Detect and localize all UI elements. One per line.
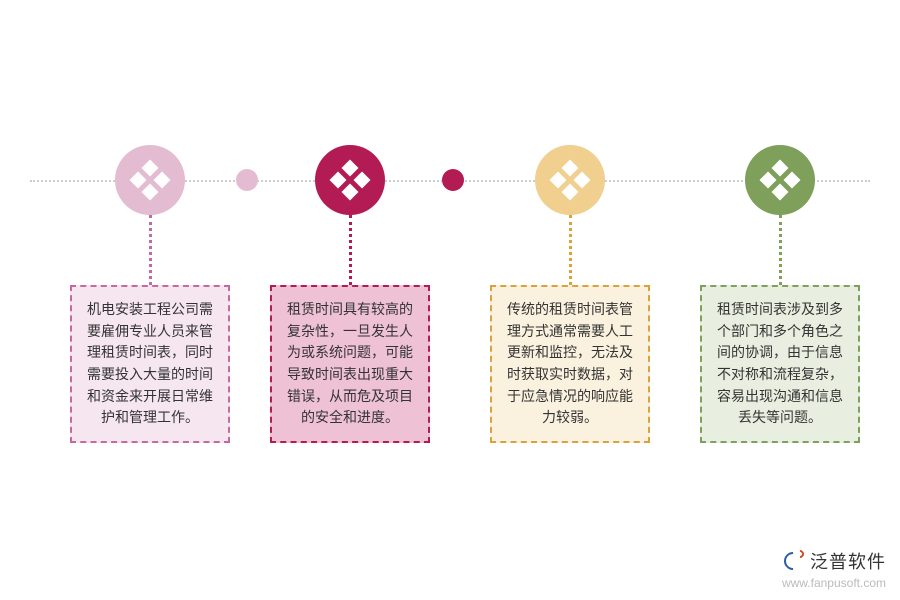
- accent-dot: [236, 169, 258, 191]
- description-box: 传统的租赁时间表管理方式通常需要人工更新和监控，无法及时获取实时数据，对于应急情…: [490, 285, 650, 443]
- connector-line: [779, 215, 782, 285]
- diamond-icon: [552, 162, 588, 198]
- brand-name: 泛普软件: [810, 548, 886, 574]
- diamond-icon: [132, 162, 168, 198]
- description-box: 机电安装工程公司需要雇佣专业人员来管理租赁时间表，同时需要投入大量的时间和资金来…: [70, 285, 230, 443]
- footer-brand-row: 泛普软件: [782, 548, 886, 574]
- footer: 泛普软件 www.fanpusoft.com: [782, 548, 886, 590]
- diamond-icon: [332, 162, 368, 198]
- brand-logo-icon: [782, 550, 804, 572]
- connector-line: [349, 215, 352, 285]
- node-circle: [315, 145, 385, 215]
- node-circle: [535, 145, 605, 215]
- connector-line: [149, 215, 152, 285]
- node-circle: [115, 145, 185, 215]
- accent-dot: [442, 169, 464, 191]
- node-circle: [745, 145, 815, 215]
- timeline-items: 机电安装工程公司需要雇佣专业人员来管理租赁时间表，同时需要投入大量的时间和资金来…: [0, 0, 900, 600]
- brand-url: www.fanpusoft.com: [782, 576, 886, 590]
- description-box: 租赁时间具有较高的复杂性，一旦发生人为或系统问题，可能导致时间表出现重大错误，从…: [270, 285, 430, 443]
- diamond-icon: [762, 162, 798, 198]
- connector-line: [569, 215, 572, 285]
- description-box: 租赁时间表涉及到多个部门和多个角色之间的协调，由于信息不对称和流程复杂，容易出现…: [700, 285, 860, 443]
